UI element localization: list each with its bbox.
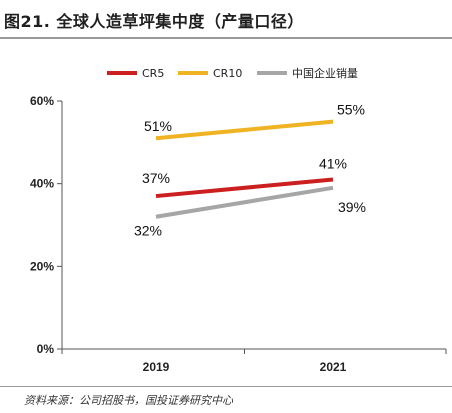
series-lines: [155, 119, 334, 219]
legend: CR5 CR10 中国企业销量: [107, 66, 358, 80]
series-line-china-enterprises: [155, 185, 334, 219]
y-tick-label: 40%: [30, 177, 54, 191]
source-note: 资料来源：公司招股书，国投证券研究中心: [24, 394, 233, 407]
legend-label-cr10: CR10: [213, 67, 242, 80]
line-chart: CR5 CR10 中国企业销量 0% 20% 40% 60% 2019 2021 37% 41…: [30, 66, 447, 374]
data-label-cr5: 41%: [319, 156, 347, 172]
data-label-cr5: 37%: [142, 170, 170, 186]
x-tick-label: 2019: [143, 360, 170, 374]
title-divider: [0, 37, 452, 39]
y-tick-label: 60%: [30, 94, 54, 108]
source-divider: [0, 386, 452, 387]
legend-label-cr5: CR5: [142, 67, 164, 80]
figure-title: 图21. 全球人造草坪集中度（产量口径）: [4, 12, 304, 31]
series-line-cr10: [155, 119, 334, 141]
data-label-china-enterprises: 32%: [134, 223, 162, 239]
x-axis: 2019 2021: [61, 348, 447, 374]
x-tick-label: 2021: [320, 360, 347, 374]
data-label-cr10: 51%: [144, 118, 172, 134]
legend-label-china-enterprises: 中国企业销量: [292, 66, 358, 80]
data-labels: 37% 41% 51% 55% 32% 39%: [134, 102, 366, 239]
data-label-china-enterprises: 39%: [338, 199, 366, 215]
y-tick-label: 20%: [30, 259, 54, 273]
data-label-cr10: 55%: [337, 102, 365, 118]
y-axis: 0% 20% 40% 60%: [30, 94, 63, 356]
series-line-cr5: [155, 177, 334, 199]
y-tick-label: 0%: [37, 342, 55, 356]
